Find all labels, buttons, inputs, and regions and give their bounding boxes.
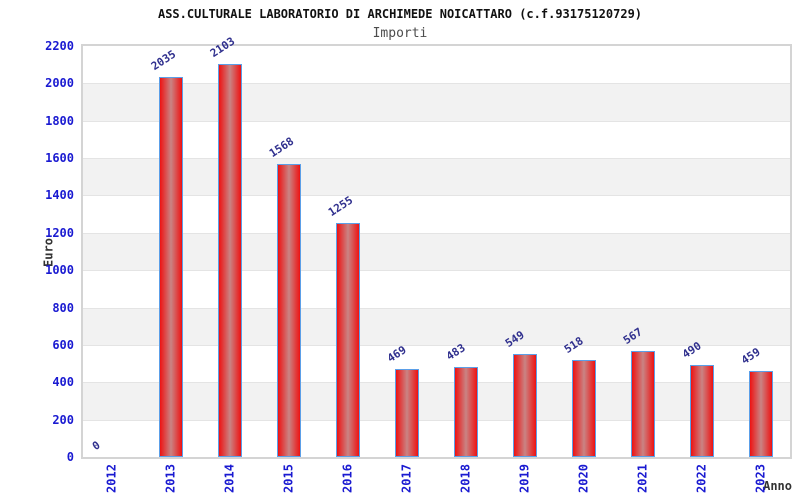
- bar: [395, 369, 420, 457]
- plot-band: [83, 83, 790, 122]
- y-tick-label: 1800: [45, 113, 74, 128]
- plot-band: [83, 270, 790, 308]
- y-tick-label: 2000: [45, 76, 74, 91]
- bar: [277, 164, 302, 457]
- plot-band: [83, 344, 790, 383]
- bar: [218, 64, 243, 457]
- y-tick-label: 2200: [45, 39, 74, 53]
- y-tick-label: 1400: [45, 188, 74, 203]
- x-tick-label: 2013: [163, 464, 178, 493]
- bar: [159, 77, 184, 457]
- x-tick-label: 2015: [281, 464, 296, 493]
- chart-title: ASS.CULTURALE LABORATORIO DI ARCHIMEDE N…: [157, 7, 643, 21]
- plot-band: [83, 307, 790, 346]
- y-tick-label: 400: [52, 375, 74, 390]
- y-tick-label: 200: [52, 412, 74, 427]
- x-tick-label: 2021: [635, 464, 650, 493]
- plot-band: [83, 382, 790, 421]
- y-tick-label: 600: [52, 337, 74, 352]
- x-tick-label: 2016: [340, 464, 355, 493]
- bar: [748, 371, 773, 457]
- y-tick-label: 1600: [45, 151, 74, 166]
- plot-area: 0 2035 2103 1568 1255 469 483 549 518 567 490 459: [81, 35, 792, 459]
- chart-subtitle: Importi: [372, 26, 428, 41]
- bar: [512, 354, 537, 457]
- plot-band: [83, 232, 790, 272]
- x-tick-label: 2017: [399, 464, 414, 493]
- y-tick-label: 1200: [45, 225, 74, 240]
- bar: [689, 365, 714, 457]
- x-tick-label: 2020: [576, 464, 591, 493]
- y-tick-label: 0: [66, 450, 74, 464]
- plot-band: [83, 195, 790, 233]
- plot-band: [83, 158, 790, 197]
- x-tick-label: 2023: [753, 464, 768, 493]
- x-tick-label: 2018: [458, 464, 473, 493]
- bar: [336, 223, 361, 457]
- plot-band: [83, 46, 790, 84]
- bar: [630, 351, 655, 457]
- y-tick-label: 800: [52, 300, 74, 315]
- plot-band: [83, 120, 790, 159]
- bar: [453, 367, 478, 457]
- y-tick-label: 1000: [45, 263, 74, 278]
- bar: [571, 360, 596, 457]
- x-tick-label: 2019: [517, 464, 532, 493]
- x-tick-label: 2012: [104, 464, 119, 493]
- x-axis-title: Anno: [763, 479, 792, 493]
- plot-band: [83, 419, 790, 458]
- x-tick-label: 2022: [694, 464, 709, 493]
- x-tick-label: 2014: [222, 464, 237, 493]
